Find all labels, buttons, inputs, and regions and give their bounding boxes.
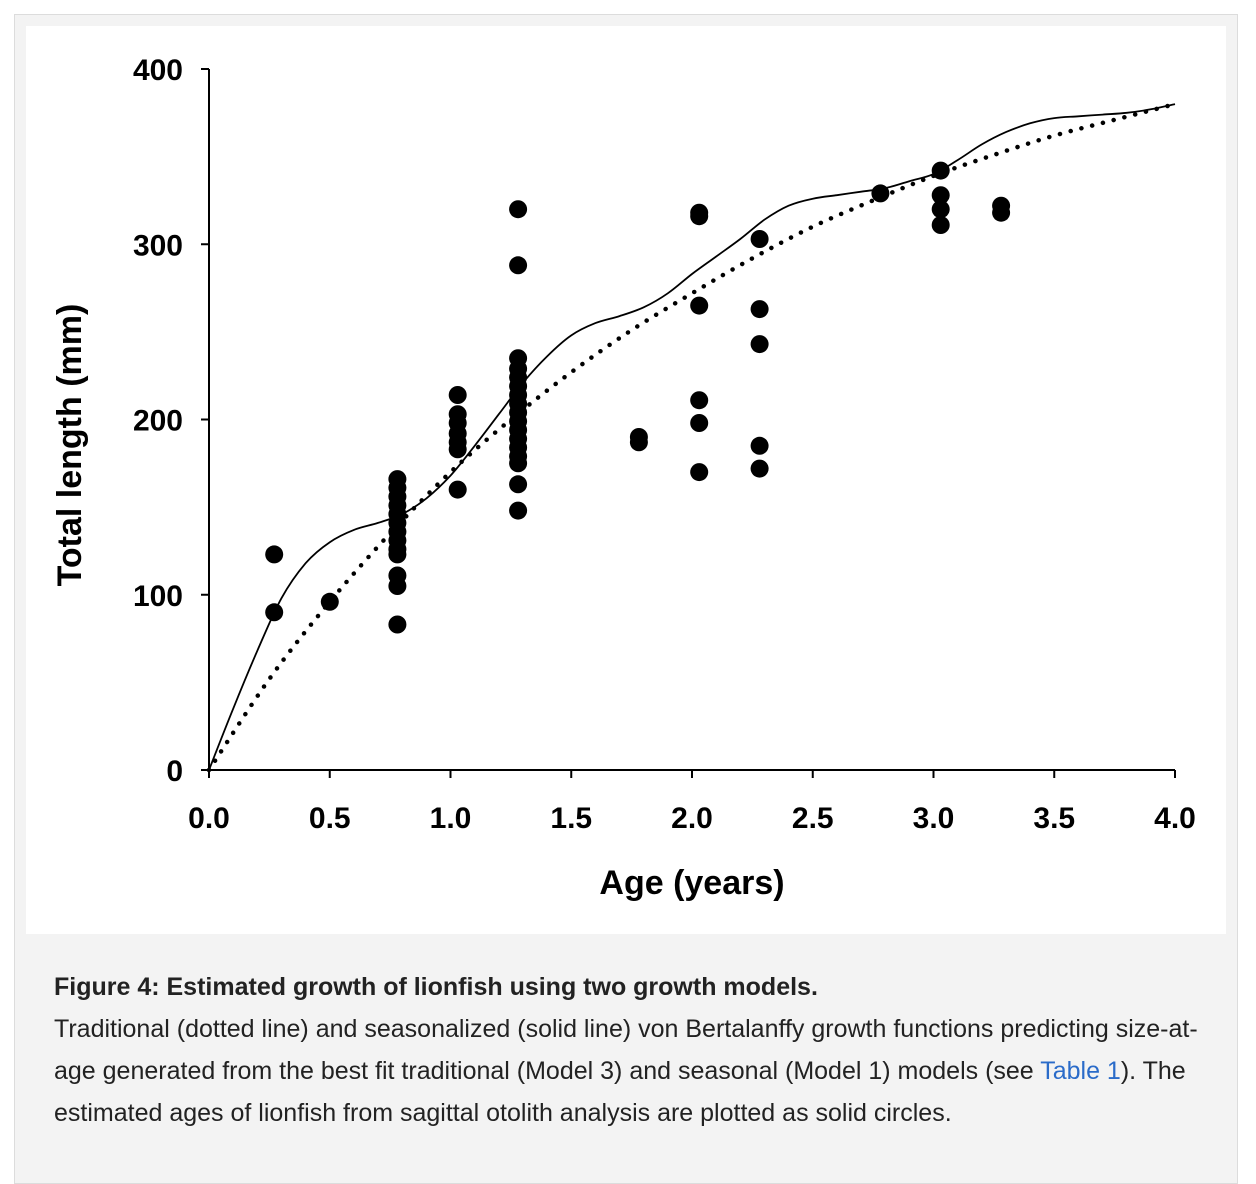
- data-point: [388, 577, 407, 595]
- figure-caption: Figure 4: Estimated growth of lionfish u…: [54, 966, 1204, 1134]
- table-1-link[interactable]: Table 1: [1040, 1057, 1121, 1085]
- data-point: [448, 386, 467, 404]
- traditional-vbgf-dotted-line: [206, 101, 1178, 773]
- data-points: [265, 161, 1011, 634]
- y-tick-label: 200: [133, 405, 183, 438]
- data-point: [509, 200, 528, 219]
- x-tick-label: 1.5: [550, 802, 592, 835]
- y-tick-label: 100: [133, 580, 183, 613]
- data-point: [388, 615, 407, 634]
- caption-text-end: ). The estimated ages of lionfish from s…: [54, 1057, 1186, 1127]
- seasonal-vbgf-solid-line: [208, 103, 1176, 771]
- y-tick-label: 400: [133, 54, 183, 87]
- data-point: [931, 161, 950, 180]
- data-point: [509, 501, 528, 520]
- data-point: [931, 186, 950, 205]
- data-point: [320, 592, 339, 611]
- caption-text-start: Traditional (dotted line) and seasonaliz…: [54, 1015, 1198, 1085]
- data-point: [629, 433, 648, 452]
- data-point: [750, 335, 769, 354]
- x-tick-label: 0.0: [188, 802, 230, 835]
- data-point: [448, 440, 467, 459]
- data-point: [509, 454, 528, 473]
- data-point: [750, 300, 769, 319]
- caption-title: Figure 4: Estimated growth of lionfish u…: [54, 973, 818, 1001]
- chart-panel: 0.0 0.5 1.0 1.5 2.0 2.5 3.0 3.5 4.0 0 100 200 300 400…: [26, 26, 1226, 934]
- x-tick-label: 1.0: [430, 802, 472, 835]
- growth-chart: 0.0 0.5 1.0 1.5 2.0 2.5 3.0 3.5 4.0 0 100 200 300 400…: [51, 54, 1196, 902]
- data-point: [265, 603, 284, 622]
- data-point: [690, 207, 709, 226]
- data-point: [690, 414, 709, 432]
- data-point: [690, 463, 709, 482]
- data-point: [992, 203, 1011, 222]
- data-point: [509, 256, 528, 275]
- data-point: [750, 459, 769, 478]
- data-point: [690, 391, 709, 410]
- data-point: [931, 200, 950, 219]
- tick-labels: 0.0 0.5 1.0 1.5 2.0 2.5 3.0 3.5 4.0 0 100 200 300 400: [133, 54, 1196, 835]
- y-tick-label: 300: [133, 229, 183, 262]
- data-point: [448, 480, 467, 499]
- x-axis-title: Age (years): [599, 864, 784, 902]
- data-point: [931, 216, 950, 234]
- data-point: [750, 230, 769, 248]
- y-tick-label: 0: [166, 755, 183, 788]
- data-point: [690, 296, 709, 315]
- x-tick-label: 2.5: [792, 802, 834, 835]
- data-point: [509, 475, 528, 494]
- x-tick-label: 3.5: [1033, 802, 1075, 835]
- x-tick-label: 4.0: [1154, 802, 1196, 835]
- x-tick-label: 2.0: [671, 802, 713, 835]
- x-tick-label: 3.0: [913, 802, 955, 835]
- x-tick-label: 0.5: [309, 802, 351, 835]
- data-point: [750, 436, 769, 455]
- data-point: [388, 545, 407, 564]
- tick-marks: [201, 68, 1176, 778]
- y-axis-title: Total length (mm): [51, 304, 89, 587]
- data-point: [871, 184, 890, 203]
- data-point: [265, 545, 284, 564]
